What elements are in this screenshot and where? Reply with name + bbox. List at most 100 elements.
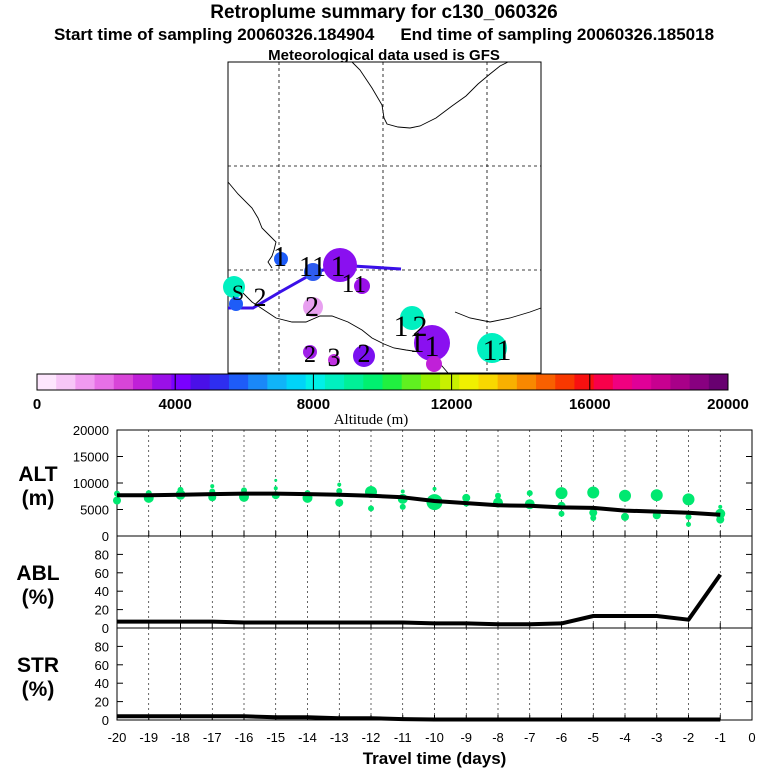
colorbar-swatch: [574, 374, 595, 390]
map-marker: [477, 333, 507, 363]
colorbar-swatch: [209, 374, 230, 390]
panel-ylabel: ALT: [18, 463, 57, 486]
y-tick-label: 20000: [73, 423, 109, 438]
colorbar-swatches: [37, 374, 729, 390]
colorbar-swatch: [497, 374, 518, 390]
alt-panel: 0 5000 10000 15000 20000 ALT(m): [18, 423, 753, 544]
map-label: 1: [354, 272, 366, 298]
colorbar-swatch: [190, 374, 211, 390]
map-marker: [304, 263, 322, 281]
scatter-point: [337, 482, 342, 487]
colorbar-swatch: [420, 374, 441, 390]
met-data-note: Meteorological data used is GFS: [268, 47, 500, 64]
colorbar-axis-label: Altitude (m): [334, 412, 409, 428]
scatter-point: [589, 508, 598, 517]
colorbar-tick-label: 8000: [297, 396, 330, 413]
colorbar-swatch: [555, 374, 575, 390]
map-marker: [303, 297, 323, 317]
scatter-point: [685, 513, 692, 520]
scatter-point: [113, 496, 121, 505]
map-label: 1: [331, 250, 346, 283]
chart-title: Retroplume summary for c130_060326: [210, 2, 558, 23]
scatter-point: [590, 514, 597, 521]
y-tick-label: 20: [95, 695, 109, 710]
colorbar-swatch: [612, 374, 633, 390]
series-line: [117, 491, 721, 517]
x-tick-label: -12: [362, 730, 381, 745]
colorbar-swatch: [632, 374, 652, 390]
scatter-point: [177, 486, 184, 493]
colorbar-swatch: [593, 374, 614, 390]
scatter-point: [432, 486, 437, 491]
x-tick-label: -14: [298, 730, 317, 745]
map-label: 2: [358, 339, 371, 368]
colorbar-swatch: [401, 374, 422, 390]
map-label: 3: [328, 343, 341, 372]
y-tick-label: 40: [95, 584, 109, 599]
x-tick-label: -11: [394, 730, 412, 745]
x-tick-label: -15: [266, 730, 285, 745]
x-tick-label: -2: [683, 730, 695, 745]
map-marker: [223, 276, 245, 298]
colorbar-tick-label: 12000: [431, 396, 473, 413]
scatter-point: [336, 487, 343, 494]
colorbar-tick-label: 0: [33, 396, 41, 413]
colorbar-swatch: [440, 374, 460, 390]
map-marker: [354, 278, 370, 294]
x-tick-label: -13: [330, 730, 349, 745]
colorbar-ticks: 0 4000 8000 12000 16000 20000: [33, 374, 749, 413]
colorbar-swatch: [75, 374, 96, 390]
map-label: 1: [425, 330, 440, 363]
map-marker: [426, 356, 442, 372]
x-tick-label: -7: [524, 730, 536, 745]
altitude-colorbar: 0 4000 8000 12000 16000 20000 Altitude (m): [33, 373, 749, 428]
map-label: 2: [305, 292, 319, 323]
colorbar-tick-label: 16000: [569, 396, 611, 413]
colorbar-swatch: [56, 374, 76, 390]
x-tick-label: -17: [203, 730, 222, 745]
y-tick-label: 15000: [73, 450, 109, 465]
map-label: 1: [394, 310, 409, 343]
colorbar-swatch: [344, 374, 364, 390]
y-tick-label: 60: [95, 566, 109, 581]
scatter-point: [619, 489, 631, 502]
colorbar-tick-label: 20000: [707, 396, 749, 413]
scatter-point: [621, 512, 629, 521]
scatter-point: [335, 498, 344, 507]
map-marker: [353, 345, 375, 367]
scatter-point: [686, 521, 691, 527]
panel-ylabel: ABL: [16, 562, 59, 585]
series-line: [117, 573, 722, 627]
map-label: 1: [299, 252, 313, 283]
colorbar-swatch: [267, 374, 288, 390]
colorbar-swatch: [363, 374, 383, 390]
scatter-point: [400, 489, 405, 494]
x-tick-label: -16: [235, 730, 254, 745]
scatter-point: [587, 486, 600, 499]
panel-ylabel: (%): [22, 678, 55, 701]
colorbar-swatch: [708, 374, 729, 390]
map-marker: [274, 252, 288, 266]
x-tick-label: -8: [492, 730, 504, 745]
x-tick-label: -1: [714, 730, 726, 745]
end-time: End time of sampling 20060326.185018: [400, 25, 715, 44]
colorbar-tick-label: 4000: [159, 396, 192, 413]
colorbar-swatch: [113, 374, 134, 390]
scatter-point: [462, 493, 471, 502]
scatter-point: [558, 510, 565, 517]
scatter-point: [495, 492, 501, 499]
x-tick-label: -10: [425, 730, 444, 745]
start-time: Start time of sampling 20060326.184904: [53, 25, 375, 44]
y-tick-label: 0: [102, 621, 109, 636]
map-marker: [323, 248, 357, 282]
x-tick-label: -18: [171, 730, 190, 745]
map-marker: [414, 325, 450, 361]
scatter-point: [210, 484, 215, 489]
map-markers: [223, 248, 507, 372]
y-tick-label: 60: [95, 658, 109, 673]
scatter-point: [526, 490, 533, 497]
x-tick-label: -19: [139, 730, 158, 745]
